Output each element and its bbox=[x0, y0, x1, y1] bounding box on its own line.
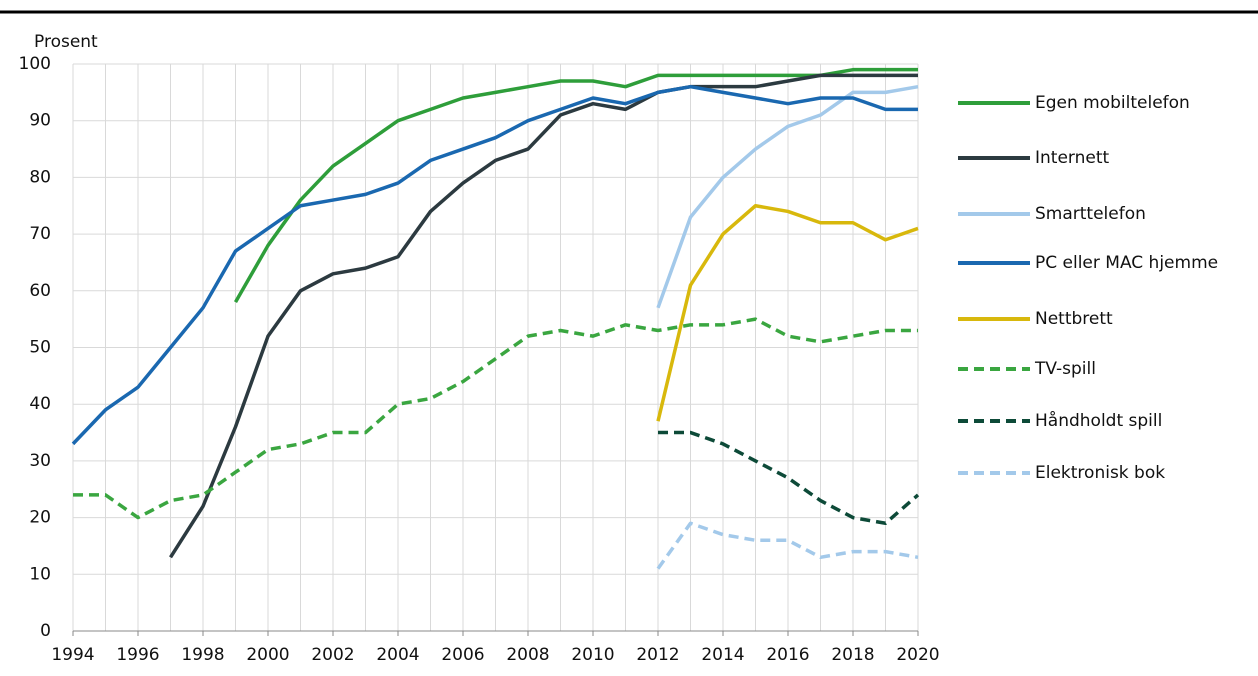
x-tick-label: 2006 bbox=[441, 645, 484, 665]
legend-label: Smarttelefon bbox=[1035, 204, 1146, 224]
x-tick-label: 2000 bbox=[246, 645, 289, 665]
x-tick-label: 1996 bbox=[116, 645, 159, 665]
x-tick-label: 2018 bbox=[831, 645, 874, 665]
y-tick-label: 100 bbox=[19, 54, 51, 74]
x-tick-label: 2020 bbox=[896, 645, 939, 665]
series-line bbox=[656, 84, 919, 309]
series-line bbox=[233, 67, 918, 304]
x-tick-label: 2002 bbox=[311, 645, 354, 665]
x-tick-label: 1994 bbox=[51, 645, 94, 665]
y-tick-label: 0 bbox=[40, 621, 51, 641]
y-axis-label: Prosent bbox=[34, 32, 98, 52]
legend-label: TV-spill bbox=[1034, 359, 1096, 379]
legend-label: Håndholdt spill bbox=[1035, 410, 1162, 431]
x-tick-label: 2014 bbox=[701, 645, 744, 665]
x-tick-label: 2008 bbox=[506, 645, 549, 665]
y-tick-label: 70 bbox=[29, 224, 51, 244]
x-tick-label: 2010 bbox=[571, 645, 614, 665]
series-line bbox=[169, 73, 918, 559]
x-tick-label: 2004 bbox=[376, 645, 419, 665]
y-tick-label: 20 bbox=[29, 508, 51, 528]
legend-label: Internett bbox=[1035, 148, 1110, 168]
series-line bbox=[656, 521, 919, 570]
y-tick-label: 60 bbox=[29, 281, 51, 301]
y-tick-label: 40 bbox=[29, 394, 51, 414]
y-tick-label: 90 bbox=[29, 111, 51, 131]
y-tick-label: 80 bbox=[29, 167, 51, 187]
series-line bbox=[73, 317, 918, 520]
x-tick-label: 2012 bbox=[636, 645, 679, 665]
series-line bbox=[71, 84, 918, 446]
series-line bbox=[656, 204, 919, 422]
legend-label: Elektronisk bok bbox=[1035, 463, 1165, 483]
y-tick-label: 10 bbox=[29, 564, 51, 584]
y-tick-label: 30 bbox=[29, 451, 51, 471]
y-tick-label: 50 bbox=[29, 338, 51, 358]
legend-label: PC eller MAC hjemme bbox=[1035, 253, 1218, 273]
legend-label: Egen mobiltelefon bbox=[1035, 93, 1190, 113]
legend-label: Nettbrett bbox=[1035, 309, 1113, 329]
x-tick-label: 1998 bbox=[181, 645, 224, 665]
x-tick-label: 2016 bbox=[766, 645, 809, 665]
